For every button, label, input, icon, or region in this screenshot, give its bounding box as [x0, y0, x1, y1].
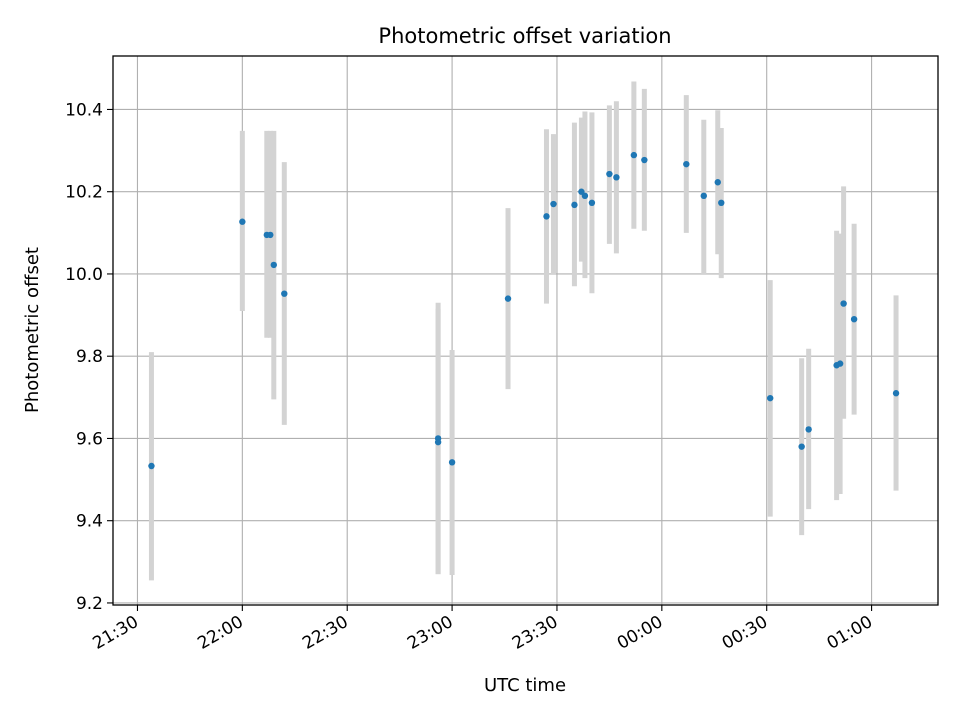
- x-tick-label: 23:30: [509, 612, 561, 654]
- data-point: [850, 315, 858, 323]
- x-tick-label: 23:00: [404, 612, 456, 654]
- data-point: [641, 156, 648, 164]
- data-point: [892, 390, 900, 397]
- data-point: [767, 394, 774, 402]
- data-point: [798, 443, 805, 450]
- x-axis-label: UTC time: [484, 675, 566, 696]
- y-axis-label: Photometric offset: [22, 247, 43, 413]
- data-point: [630, 151, 638, 159]
- data-point: [504, 295, 512, 302]
- grid: [113, 56, 938, 605]
- data-point: [581, 192, 589, 200]
- y-tick-label: 10.4: [65, 100, 103, 120]
- data-point: [448, 459, 456, 466]
- y-tick-label: 9.2: [76, 594, 103, 614]
- data-point: [606, 170, 613, 178]
- data-point: [543, 213, 550, 220]
- y-tick-label: 9.8: [76, 347, 103, 367]
- data-point: [550, 200, 557, 208]
- plot-frame: [112, 55, 939, 606]
- data-point: [571, 201, 578, 209]
- data-point: [836, 360, 844, 367]
- y-tick-label: 10.0: [65, 265, 103, 285]
- data-point: [239, 218, 246, 225]
- data-point: [588, 199, 596, 207]
- data-point: [434, 438, 442, 446]
- x-tick-label: 01:00: [824, 612, 876, 654]
- data-point: [700, 192, 707, 200]
- y-tick-label: 10.2: [65, 183, 103, 203]
- data-point: [613, 174, 620, 181]
- data-point: [270, 261, 278, 269]
- y-tick-label: 9.4: [76, 512, 103, 532]
- data-point: [718, 199, 725, 207]
- x-tick-label: 21:30: [90, 612, 142, 654]
- data-point: [148, 462, 155, 470]
- data-point: [683, 160, 690, 168]
- x-tick-label: 22:00: [194, 612, 246, 654]
- data-point: [714, 179, 721, 186]
- x-tick-label: 22:30: [299, 612, 351, 654]
- data-point: [840, 300, 847, 307]
- x-axis: 21:30 22:00 22:30 23:00 23:30 00:00 00:30 01:00: [90, 605, 876, 654]
- x-tick-label: 00:30: [719, 612, 771, 654]
- data-point: [267, 231, 274, 239]
- error-bars: [148, 81, 899, 581]
- data-point: [281, 290, 288, 297]
- data-points: [148, 151, 900, 470]
- chart-title: Photometric offset variation: [378, 24, 671, 48]
- y-axis: 9.2 9.4 9.6 9.8 10.0 10.2 10.4: [65, 100, 113, 614]
- y-tick-label: 9.6: [76, 429, 103, 449]
- x-tick-label: 00:00: [614, 612, 666, 654]
- data-point: [805, 426, 812, 433]
